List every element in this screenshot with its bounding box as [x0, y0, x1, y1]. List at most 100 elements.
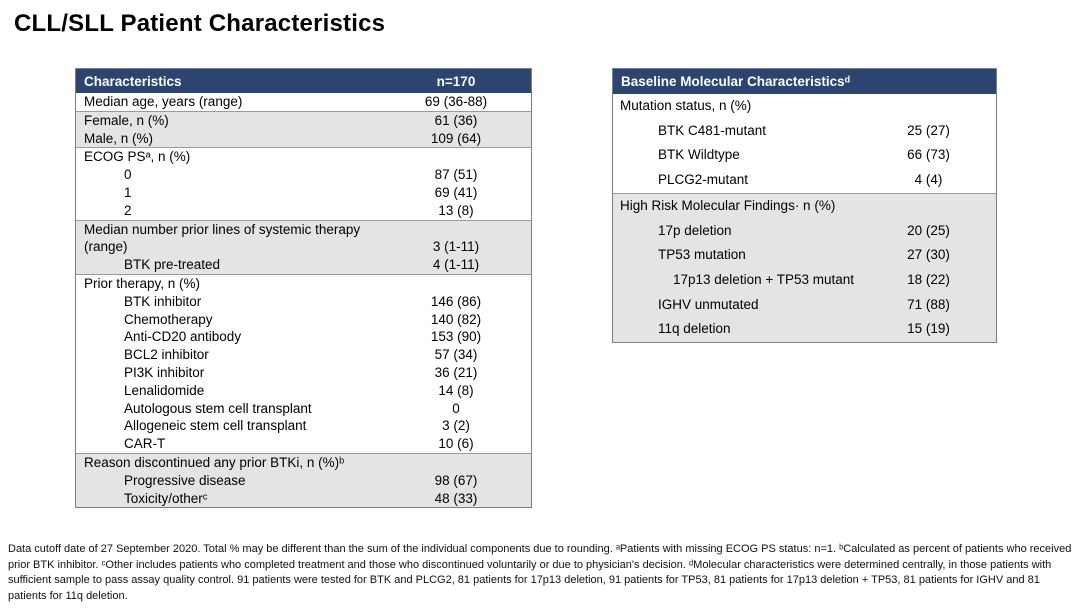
- table-row: 1 69 (41): [76, 184, 531, 202]
- row-label: Female, n (%): [84, 112, 169, 128]
- header-label: Characteristics: [84, 73, 182, 89]
- row-value: 10 (6): [438, 436, 474, 452]
- row-value: 36 (21): [434, 364, 478, 380]
- row-value: 69 (36-88): [424, 94, 488, 109]
- row-label: ECOG PSᵃ, n (%): [84, 149, 191, 165]
- row-label: IGHV unmutated: [658, 296, 759, 312]
- row-value: [381, 454, 531, 472]
- row-value: 4 (4): [914, 172, 943, 188]
- row-value: 27 (30): [907, 247, 950, 263]
- row-label: PI3K inhibitor: [124, 364, 205, 380]
- row-value: 3 (1-11): [432, 239, 480, 255]
- row-label: BTK inhibitor: [124, 293, 202, 309]
- row-value: [381, 221, 531, 239]
- table-row: Reason discontinued any prior BTKi, n (%…: [76, 454, 531, 472]
- header-n-value: n=170: [436, 73, 476, 89]
- row-value: [861, 94, 996, 119]
- row-value: 4 (1-11): [432, 257, 480, 273]
- row-value: [381, 148, 531, 166]
- table-row: Chemotherapy 140 (82): [76, 311, 531, 329]
- table-row: 17p deletion 20 (25): [613, 219, 996, 244]
- row-label: Lenalidomide: [124, 382, 205, 398]
- row-value: 61 (36): [434, 112, 478, 128]
- row-value: [381, 275, 531, 293]
- molecular-table: Baseline Molecular Characteristicsᵈ Muta…: [612, 68, 997, 344]
- row-value: [861, 194, 996, 219]
- table-row: BTK C481-mutant 25 (27): [613, 119, 996, 144]
- table-row: Prior therapy, n (%): [76, 275, 531, 293]
- row-group: Reason discontinued any prior BTKi, n (%…: [76, 452, 531, 508]
- row-label: BTK C481-mutant: [658, 122, 767, 138]
- row-value: 15 (19): [907, 321, 950, 337]
- table-row: Mutation status, n (%): [613, 94, 996, 119]
- row-label: 2: [124, 202, 132, 218]
- row-label: Autologous stem cell transplant: [124, 400, 312, 416]
- table-row: BCL2 inhibitor 57 (34): [76, 346, 531, 364]
- row-label: Anti-CD20 antibody: [124, 329, 242, 345]
- characteristics-table-header: Characteristics n=170: [76, 69, 531, 93]
- row-value: 18 (22): [907, 271, 950, 287]
- row-label: Reason discontinued any prior BTKi, n (%…: [84, 454, 345, 470]
- row-value: 87 (51): [434, 167, 478, 183]
- characteristics-table: Characteristics n=170 Median age, years …: [75, 68, 532, 509]
- table-row: Median number prior lines of systemic th…: [76, 221, 531, 239]
- row-value: 20 (25): [907, 222, 950, 238]
- row-value: 140 (82): [430, 311, 482, 327]
- row-label: Progressive disease: [124, 472, 246, 488]
- row-label: High Risk Molecular Findings· n (%): [620, 197, 836, 213]
- row-value: 146 (86): [430, 293, 482, 309]
- table-row: Median age, years (range) 69 (36-88): [76, 93, 531, 111]
- row-label: 17p13 deletion + TP53 mutant: [673, 271, 855, 287]
- row-label: Toxicity/otherᶜ: [124, 490, 208, 506]
- row-label: TP53 mutation: [658, 247, 746, 263]
- page-title: CLL/SLL Patient Characteristics: [14, 10, 386, 37]
- row-value: 66 (73): [907, 147, 950, 163]
- row-group: Median number prior lines of systemic th…: [76, 219, 531, 274]
- table-row: High Risk Molecular Findings· n (%): [613, 194, 996, 219]
- row-label: Median number prior lines of systemic th…: [84, 221, 361, 237]
- row-group: High Risk Molecular Findings· n (%) 17p …: [613, 192, 996, 343]
- row-label: BTK pre-treated: [124, 257, 221, 273]
- table-row: BTK inhibitor 146 (86): [76, 293, 531, 311]
- row-label: PLCG2-mutant: [658, 172, 749, 188]
- row-value: 71 (88): [907, 296, 950, 312]
- row-label: 17p deletion: [658, 222, 732, 238]
- table-row: Progressive disease 98 (67): [76, 472, 531, 490]
- row-label: 0: [124, 167, 132, 183]
- table-row: 11q deletion 15 (19): [613, 317, 996, 342]
- row-label: BCL2 inhibitor: [124, 347, 209, 363]
- row-value: 25 (27): [907, 122, 950, 138]
- table-row: 17p13 deletion + TP53 mutant 18 (22): [613, 268, 996, 293]
- row-group: Median age, years (range) 69 (36-88): [76, 93, 531, 111]
- table-row: BTK Wildtype 66 (73): [613, 143, 996, 168]
- table-row: Lenalidomide 14 (8): [76, 382, 531, 400]
- row-group: Mutation status, n (%) BTK C481-mutant 2…: [613, 94, 996, 193]
- row-value: 153 (90): [430, 329, 482, 345]
- row-group: Female, n (%) 61 (36) Male, n (%) 109 (6…: [76, 110, 531, 148]
- row-group: Prior therapy, n (%) BTK inhibitor 146 (…: [76, 273, 531, 453]
- row-value: 109 (64): [430, 130, 482, 146]
- table-row: Allogeneic stem cell transplant 3 (2): [76, 417, 531, 435]
- row-value: 98 (67): [434, 472, 478, 488]
- footnote-text: Data cutoff date of 27 September 2020. T…: [8, 543, 1072, 602]
- table-row: PI3K inhibitor 36 (21): [76, 364, 531, 382]
- header-label: Baseline Molecular Characteristicsᵈ: [621, 74, 850, 89]
- row-value: 3 (2): [442, 418, 470, 434]
- row-label: Allogeneic stem cell transplant: [124, 418, 307, 434]
- table-row: 2 13 (8): [76, 202, 531, 220]
- row-value: 69 (41): [434, 184, 478, 200]
- table-row: 0 87 (51): [76, 166, 531, 184]
- row-value: 0: [452, 400, 460, 416]
- row-value: 13 (8): [438, 202, 474, 218]
- table-row: Anti-CD20 antibody 153 (90): [76, 328, 531, 346]
- row-label: Median age, years (range): [84, 94, 243, 109]
- row-label: 11q deletion: [658, 321, 731, 337]
- row-value: 48 (33): [434, 490, 478, 506]
- table-row: BTK pre-treated 4 (1-11): [76, 256, 531, 274]
- row-label: CAR-T: [124, 436, 166, 452]
- molecular-table-header: Baseline Molecular Characteristicsᵈ: [613, 69, 996, 94]
- table-row: Toxicity/otherᶜ 48 (33): [76, 490, 531, 508]
- table-row: ECOG PSᵃ, n (%): [76, 148, 531, 166]
- row-label: (range): [84, 239, 128, 255]
